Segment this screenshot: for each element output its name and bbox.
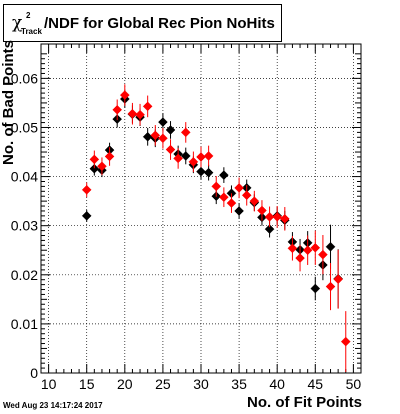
data-point <box>295 253 305 263</box>
data-point <box>119 90 130 100</box>
data-point <box>325 241 336 252</box>
data-point <box>158 117 168 127</box>
data-point <box>158 133 168 144</box>
timestamp: Wed Aug 23 14:17:24 2017 <box>3 401 103 410</box>
y-axis-ticks: 0 0.01 0.02 0.03 0.04 0.05 0.06 <box>11 53 361 381</box>
y-tick-label: 0.06 <box>11 70 38 86</box>
data-point <box>325 281 336 292</box>
data-point <box>89 163 100 174</box>
data-point <box>340 336 351 347</box>
data-point <box>180 151 191 161</box>
data-point <box>196 166 206 177</box>
x-axis-ticks: 10 15 20 25 30 35 40 45 50 <box>40 44 362 392</box>
data-point <box>318 249 328 260</box>
data-point <box>89 154 100 165</box>
data-point <box>81 211 92 221</box>
data-point <box>272 211 283 222</box>
x-tick-label: 15 <box>79 376 95 392</box>
y-tick-label: 0.02 <box>11 267 38 283</box>
x-tick-label: 50 <box>346 376 362 392</box>
y-tick-label: 0.04 <box>11 169 38 185</box>
series-0 <box>81 90 343 309</box>
data-point <box>249 196 260 206</box>
data-point <box>165 125 176 135</box>
data-point <box>104 151 115 162</box>
x-axis-label: No. of Fit Points <box>247 394 362 411</box>
chart-title: /NDF for Global Rec Pion NoHits <box>44 15 275 32</box>
data-point <box>333 274 343 285</box>
data-point <box>97 161 107 172</box>
x-tick-label: 35 <box>231 376 247 392</box>
data-point <box>188 156 199 167</box>
data-point <box>226 198 237 208</box>
data-point <box>150 130 161 141</box>
data-point <box>173 153 183 164</box>
y-axis-label: No. of Bad Points <box>0 40 17 165</box>
data-point <box>310 242 321 253</box>
x-tick-label: 30 <box>193 376 209 392</box>
data-point <box>302 245 313 256</box>
data-point <box>264 224 275 234</box>
title-chi-symbol: χ <box>12 13 23 33</box>
data-point <box>203 167 214 178</box>
title-superscript: 2 <box>26 11 31 20</box>
grid-lines <box>41 44 361 373</box>
data-point <box>241 190 252 201</box>
data-point <box>180 127 191 138</box>
data-point <box>279 213 290 224</box>
x-tick-label: 10 <box>41 376 57 392</box>
data-point <box>310 283 321 294</box>
y-tick-label: 0.05 <box>11 119 38 135</box>
chart-title-box: χ 2 Track /NDF for Global Rec Pion NoHit… <box>3 4 282 42</box>
data-point <box>211 181 222 192</box>
data-point <box>203 151 214 161</box>
series-1 <box>81 84 351 373</box>
x-tick-label: 40 <box>269 376 285 392</box>
data-point <box>196 152 206 162</box>
x-tick-label: 45 <box>307 376 323 392</box>
data-points <box>81 84 351 373</box>
data-point <box>234 206 244 216</box>
data-point <box>142 101 153 112</box>
x-tick-label: 20 <box>117 376 133 392</box>
data-point <box>264 211 275 222</box>
data-point <box>112 104 123 115</box>
y-tick-label: 0.03 <box>11 218 38 234</box>
data-point <box>219 192 229 203</box>
y-tick-label: 0 <box>30 365 38 381</box>
title-subscript: Track <box>21 27 42 36</box>
data-point <box>127 108 138 119</box>
y-tick-label: 0.01 <box>11 316 38 332</box>
data-point <box>234 183 244 193</box>
data-point <box>257 205 267 216</box>
data-point <box>165 144 176 155</box>
x-tick-label: 25 <box>155 376 171 392</box>
data-point <box>142 131 153 142</box>
data-point <box>135 109 145 120</box>
data-point <box>219 170 229 180</box>
data-point <box>287 243 298 254</box>
data-point <box>81 184 92 195</box>
